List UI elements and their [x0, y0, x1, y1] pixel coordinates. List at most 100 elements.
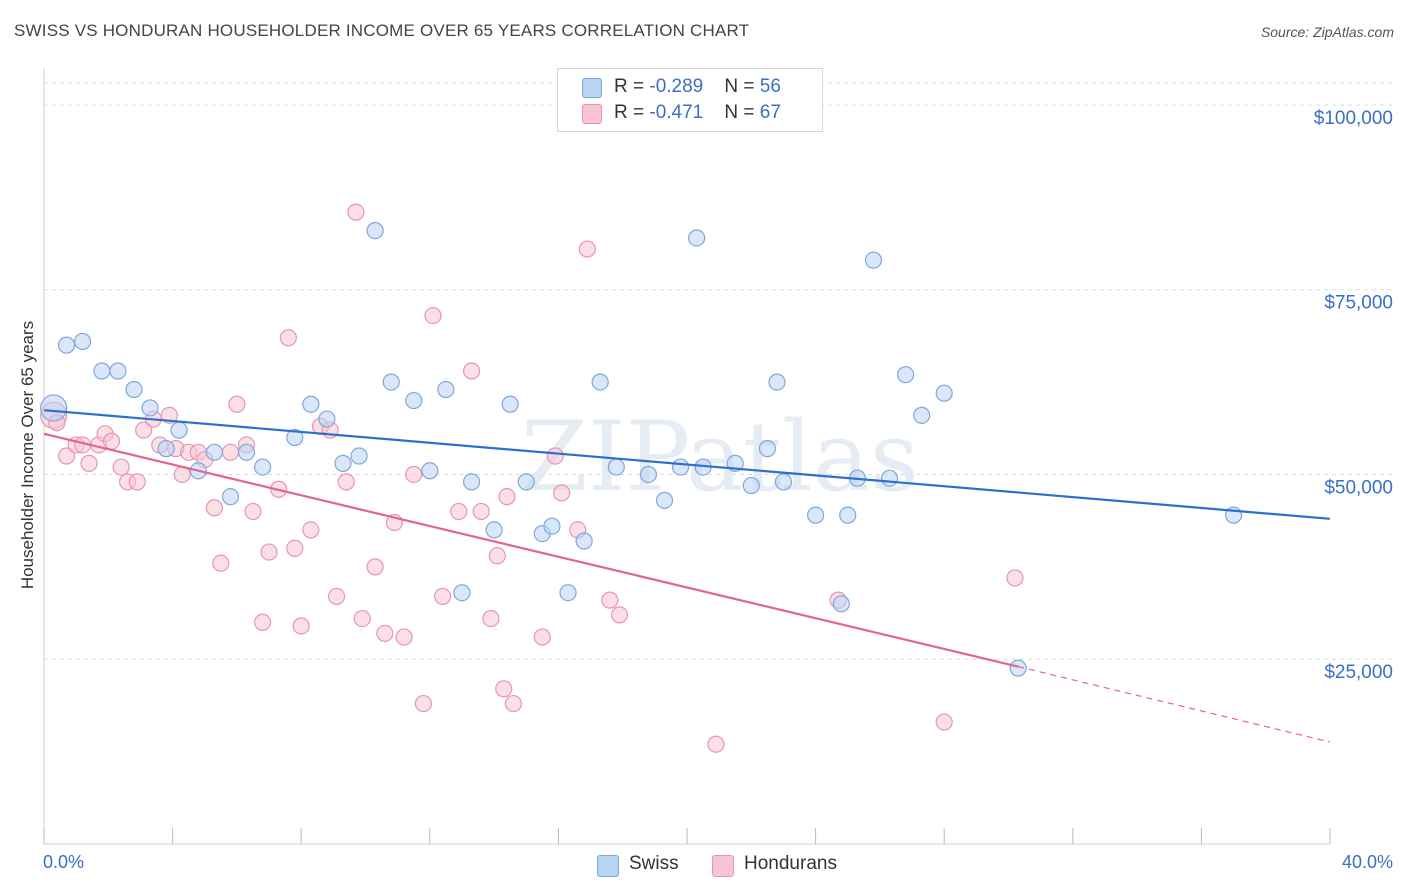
y-tick-label: $100,000 [1314, 108, 1393, 129]
y-tick-label: $75,000 [1324, 293, 1393, 314]
swiss-point [170, 421, 188, 439]
swiss-point [485, 521, 503, 539]
hondurans-point [504, 694, 522, 713]
swiss-point [864, 251, 883, 269]
hondurans-point [260, 543, 278, 561]
hondurans-point [472, 502, 490, 521]
y-tick-label: $25,000 [1324, 662, 1393, 683]
swiss-point [501, 395, 519, 413]
swiss-point [57, 336, 76, 354]
swiss-n-label: N = [724, 76, 760, 97]
hondurans-point [221, 443, 240, 461]
swiss-point [1009, 659, 1027, 677]
swiss-point [141, 399, 159, 417]
hondurans-n-value: 67 [759, 102, 781, 123]
correlation-legend: R = -0.289 N = 56 R = -0.471 N = 67 [557, 68, 823, 132]
bottom-swiss-swatch [597, 855, 619, 877]
hondurans-point [366, 558, 384, 576]
hondurans-points [40, 203, 1024, 753]
hondurans-legend-row: R = -0.471 N = 67 [614, 102, 781, 124]
hondurans-point [57, 447, 76, 465]
swiss-point [639, 465, 658, 484]
hondurans-point [1006, 569, 1024, 587]
hondurans-point [353, 609, 371, 628]
bottom-legend-swiss: Swiss [597, 853, 679, 877]
hondurans-point [337, 473, 355, 491]
swiss-point [774, 473, 793, 491]
hondurans-point [244, 502, 262, 521]
swiss-point [254, 458, 272, 476]
swiss-point [688, 229, 706, 247]
hondurans-point [128, 473, 146, 491]
hondurans-n-label: N = [724, 102, 760, 123]
hondurans-point [286, 539, 304, 557]
swiss-point [742, 476, 760, 495]
chart-title: SWISS VS HONDURAN HOUSEHOLDER INCOME OVE… [14, 21, 750, 40]
swiss-point [655, 491, 674, 509]
hondurans-point [424, 306, 442, 325]
hondurans-point [405, 465, 423, 484]
swiss-point [935, 384, 953, 402]
swiss-point [806, 506, 825, 524]
swiss-point [543, 517, 561, 535]
hondurans-point [462, 362, 481, 380]
hondurans-point [533, 628, 551, 646]
swiss-point [897, 366, 915, 384]
hondurans-point [80, 454, 98, 472]
hondurans-point [610, 606, 629, 624]
swiss-point [109, 362, 127, 380]
hondurans-point [135, 421, 153, 439]
hondurans-point [327, 587, 346, 606]
swiss-r-value: -0.289 [649, 76, 704, 97]
trend-line-hondurans-extension [1018, 666, 1331, 743]
hondurans-point [434, 587, 452, 606]
swiss-legend-row: R = -0.289 N = 56 [614, 76, 781, 98]
hondurans-r-value: -0.471 [649, 102, 704, 123]
swiss-point [125, 380, 143, 399]
swiss-point [758, 440, 776, 458]
trend-line-hondurans [43, 432, 1019, 668]
bottom-legend-hondurans: Hondurans [712, 853, 837, 877]
source-credit: Source: ZipAtlas.com [1260, 24, 1394, 40]
swiss-point [157, 440, 175, 458]
hondurans-point [228, 395, 246, 413]
swiss-point [221, 488, 240, 506]
hondurans-point [302, 521, 320, 539]
watermark: ZIPatlas [521, 401, 919, 513]
hondurans-swatch [582, 104, 602, 124]
swiss-swatch [582, 78, 602, 98]
swiss-point [318, 410, 336, 428]
grid-lines [44, 82, 1394, 660]
swiss-point [302, 395, 320, 413]
axes [43, 68, 1331, 845]
swiss-point [671, 458, 690, 476]
hondurans-point [498, 488, 516, 506]
hondurans-point [395, 628, 413, 646]
bottom-hondurans-swatch [712, 855, 734, 877]
x-tick-label-max: 40.0% [1341, 852, 1393, 872]
swiss-point [334, 454, 352, 472]
swiss-point [437, 380, 455, 399]
hondurans-point [495, 680, 513, 698]
hondurans-point [102, 432, 121, 450]
hondurans-point [292, 617, 310, 635]
hondurans-point [488, 547, 506, 565]
bottom-swiss-label: Swiss [629, 853, 679, 874]
swiss-point [517, 473, 535, 491]
swiss-point [382, 373, 400, 391]
swiss-point [73, 332, 92, 351]
trend-line-swiss [43, 409, 1331, 520]
swiss-point [366, 221, 384, 240]
hondurans-r-label: R = [614, 102, 650, 123]
swiss-point [462, 473, 481, 491]
hondurans-point [279, 329, 297, 347]
hondurans-point [578, 240, 596, 258]
swiss-point [237, 443, 256, 461]
swiss-point [768, 373, 786, 391]
bottom-hondurans-label: Hondurans [744, 853, 837, 874]
hondurans-point [376, 624, 394, 642]
hondurans-point [450, 502, 468, 521]
swiss-point [40, 394, 68, 422]
swiss-point [286, 428, 304, 447]
swiss-point [421, 462, 439, 480]
